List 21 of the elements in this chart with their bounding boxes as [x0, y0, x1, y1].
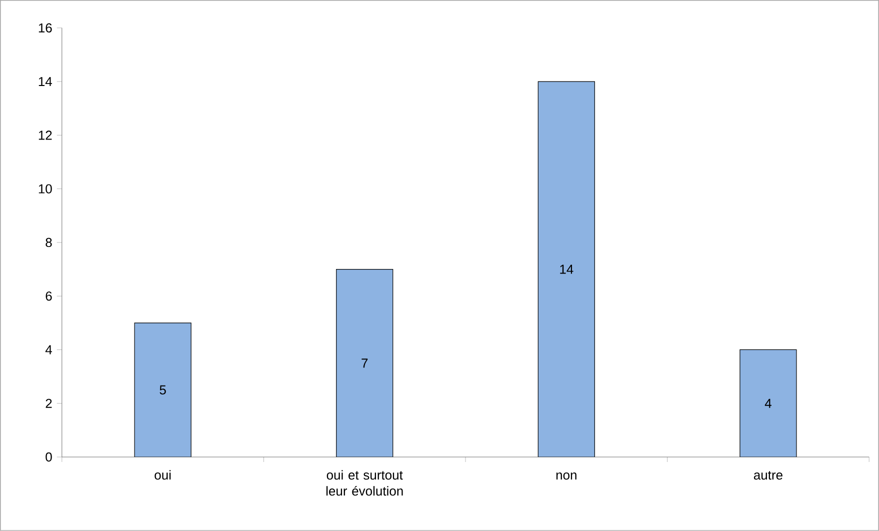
bar: [538, 81, 595, 458]
y-tick-label: 4: [45, 345, 52, 354]
y-tick-label: 16: [38, 23, 52, 33]
bar: [740, 349, 797, 458]
y-tick-label: 2: [46, 398, 52, 408]
y-tick-label: 6: [46, 292, 52, 301]
y-tick-label: 14: [38, 77, 52, 86]
bar: [134, 322, 192, 458]
y-tick-label: 8: [46, 238, 52, 248]
data-label: 7: [362, 358, 368, 368]
x-tick-label: oui et surtout leur évolution: [326, 470, 403, 496]
y-tick-label: 0: [46, 452, 52, 462]
data-label: 4: [764, 398, 772, 408]
y-tick-label: 12: [38, 130, 52, 140]
data-label: 5: [160, 385, 166, 395]
y-tick-label: 10: [38, 184, 52, 194]
bar: [336, 269, 394, 458]
x-tick-label: oui: [154, 470, 171, 480]
x-tick-label: non: [556, 472, 576, 480]
data-label: 14: [560, 264, 574, 274]
x-tick-label: autre: [754, 471, 782, 480]
